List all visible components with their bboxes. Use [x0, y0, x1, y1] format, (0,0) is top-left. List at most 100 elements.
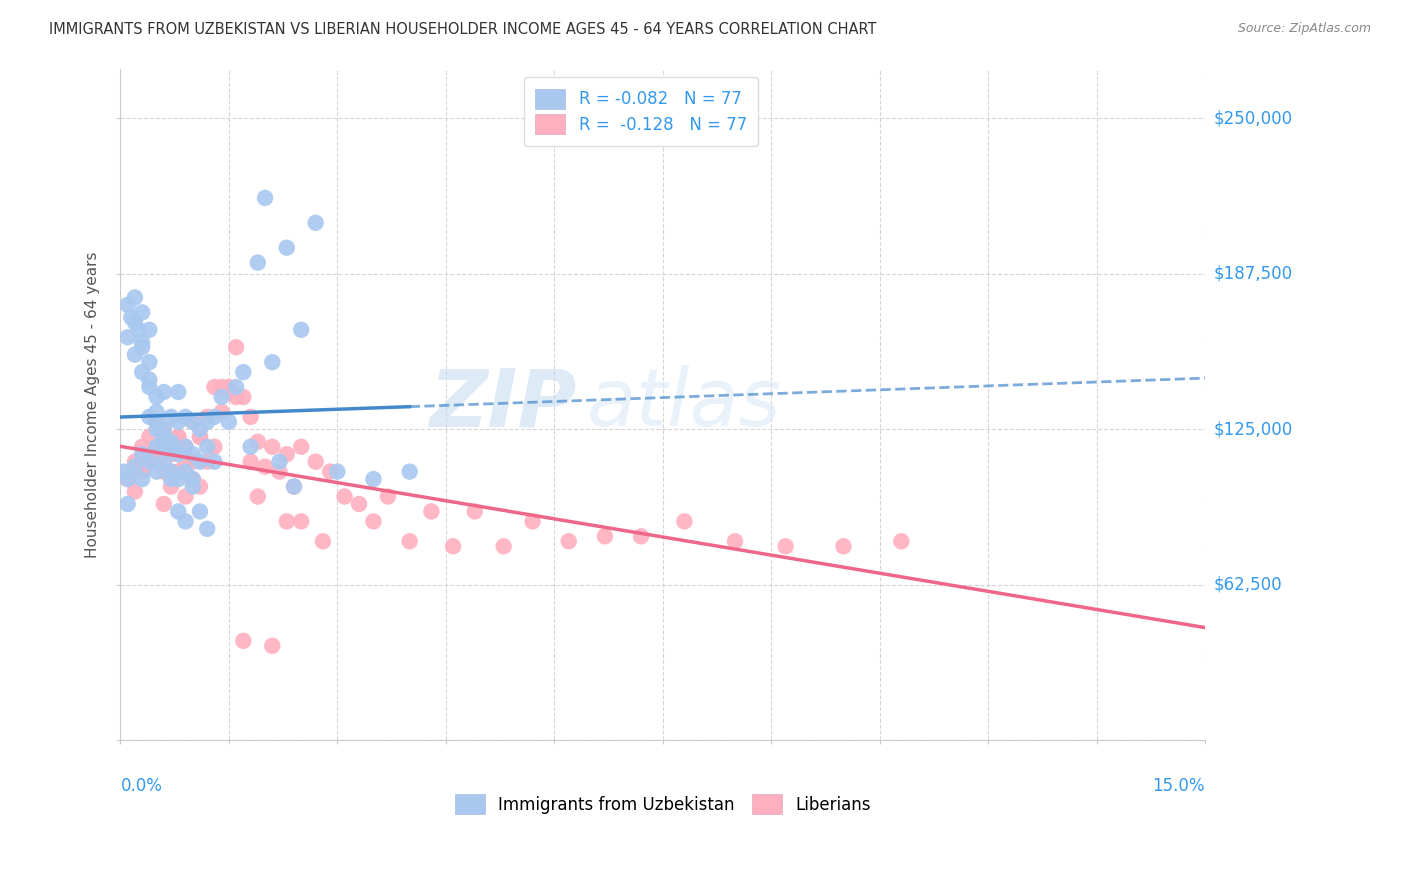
Legend: Immigrants from Uzbekistan, Liberians: Immigrants from Uzbekistan, Liberians: [447, 786, 879, 822]
Point: [174, 515, 197, 529]
Point: [724, 534, 747, 549]
Point: [131, 472, 153, 486]
Point: [305, 455, 328, 469]
Point: [174, 490, 197, 504]
Text: 15.0%: 15.0%: [1153, 777, 1205, 796]
Point: [232, 365, 254, 379]
Point: [464, 504, 486, 518]
Point: [775, 539, 797, 553]
Text: 0.0%: 0.0%: [121, 777, 162, 796]
Point: [246, 255, 269, 269]
Point: [181, 472, 204, 486]
Point: [145, 405, 167, 419]
Point: [326, 465, 349, 479]
Point: [131, 465, 153, 479]
Point: [145, 440, 167, 454]
Point: [593, 529, 616, 543]
Point: [131, 340, 153, 354]
Point: [124, 455, 146, 469]
Point: [290, 440, 312, 454]
Point: [276, 241, 298, 255]
Point: [138, 323, 160, 337]
Point: [262, 639, 284, 653]
Point: [290, 323, 312, 337]
Text: ZIP: ZIP: [429, 366, 576, 443]
Point: [181, 447, 204, 461]
Point: [363, 515, 385, 529]
Point: [131, 365, 153, 379]
Point: [174, 440, 197, 454]
Point: [188, 422, 211, 436]
Point: [167, 415, 190, 429]
Point: [160, 447, 183, 461]
Point: [673, 515, 696, 529]
Point: [153, 430, 176, 444]
Point: [225, 380, 247, 394]
Point: [138, 380, 160, 394]
Point: [153, 422, 176, 436]
Text: atlas: atlas: [586, 366, 782, 443]
Point: [195, 409, 218, 424]
Point: [131, 440, 153, 454]
Point: [283, 479, 305, 493]
Point: [138, 455, 160, 469]
Point: [254, 459, 277, 474]
Point: [117, 497, 139, 511]
Point: [138, 409, 160, 424]
Point: [246, 490, 269, 504]
Point: [124, 348, 146, 362]
Point: [167, 430, 190, 444]
Point: [131, 335, 153, 350]
Point: [333, 490, 356, 504]
Point: [128, 323, 150, 337]
Point: [138, 455, 160, 469]
Point: [131, 447, 153, 461]
Point: [160, 479, 183, 493]
Point: [211, 405, 233, 419]
Point: [153, 384, 176, 399]
Point: [153, 430, 176, 444]
Point: [283, 479, 305, 493]
Point: [290, 515, 312, 529]
Point: [188, 430, 211, 444]
Point: [174, 455, 197, 469]
Point: [160, 440, 183, 454]
Point: [145, 465, 167, 479]
Point: [131, 305, 153, 319]
Point: [276, 515, 298, 529]
Point: [117, 330, 139, 344]
Point: [181, 479, 204, 493]
Point: [174, 440, 197, 454]
Point: [195, 415, 218, 429]
Point: [218, 384, 240, 399]
Text: $62,500: $62,500: [1213, 576, 1282, 594]
Point: [138, 373, 160, 387]
Point: [174, 465, 197, 479]
Text: $250,000: $250,000: [1213, 110, 1292, 128]
Point: [138, 355, 160, 369]
Point: [188, 430, 211, 444]
Point: [153, 497, 176, 511]
Point: [145, 440, 167, 454]
Point: [630, 529, 652, 543]
Point: [195, 455, 218, 469]
Point: [181, 415, 204, 429]
Text: $187,500: $187,500: [1213, 265, 1292, 283]
Point: [188, 479, 211, 493]
Point: [145, 390, 167, 404]
Point: [145, 415, 167, 429]
Point: [138, 447, 160, 461]
Point: [305, 216, 328, 230]
Point: [124, 315, 146, 329]
Point: [254, 191, 277, 205]
Point: [269, 455, 291, 469]
Point: [492, 539, 515, 553]
Point: [153, 440, 176, 454]
Point: [276, 447, 298, 461]
Point: [112, 465, 135, 479]
Point: [145, 415, 167, 429]
Point: [312, 534, 335, 549]
Point: [145, 455, 167, 469]
Point: [145, 422, 167, 436]
Point: [167, 430, 190, 444]
